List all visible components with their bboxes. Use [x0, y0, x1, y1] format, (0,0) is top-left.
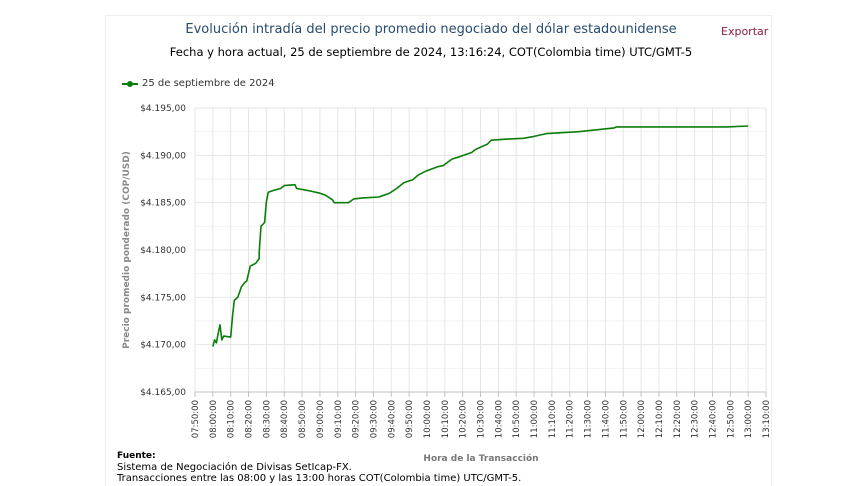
x-tick-label: 08:50:00 — [298, 400, 308, 438]
x-tick-label: 11:20:00 — [566, 400, 576, 438]
x-tick-label: 09:40:00 — [387, 400, 397, 438]
x-tick-label: 08:10:00 — [227, 400, 237, 438]
x-tick-label: 11:00:00 — [530, 400, 540, 438]
legend-item[interactable]: 25 de septiembre de 2024 — [122, 78, 275, 89]
x-tick-label: 08:00:00 — [209, 400, 219, 438]
x-tick-label: 10:10:00 — [441, 400, 451, 438]
x-tick-label: 11:50:00 — [619, 400, 629, 438]
x-tick-label: 13:00:00 — [744, 400, 754, 438]
x-tick-label: 08:20:00 — [245, 400, 255, 438]
y-tick-label: $4.185,00 — [140, 199, 186, 209]
x-tick-label: 07:50:00 — [191, 400, 201, 438]
source-line-2: Transacciones entre las 08:00 y las 13:0… — [117, 473, 522, 484]
x-tick-label: 10:00:00 — [423, 400, 433, 438]
x-tick-label: 09:20:00 — [352, 400, 362, 438]
x-tick-label: 08:30:00 — [262, 400, 272, 438]
x-tick-label: 10:20:00 — [459, 400, 469, 438]
x-tick-label: 08:40:00 — [280, 400, 290, 438]
series-line — [212, 125, 749, 347]
y-axis-title: Precio promedio ponderado (COP/USD) — [122, 151, 132, 349]
y-tick-label: $4.180,00 — [140, 246, 186, 256]
source-note: Fuente: Sistema de Negociación de Divisa… — [117, 450, 521, 484]
source-label: Fuente: — [117, 451, 156, 461]
chart-title: Evolución intradía del precio promedio n… — [185, 22, 677, 37]
y-tick-label: $4.165,00 — [140, 388, 186, 398]
x-tick-label: 12:00:00 — [637, 400, 647, 438]
x-tick-label: 09:10:00 — [334, 400, 344, 438]
x-tick-label: 10:40:00 — [494, 400, 504, 438]
y-tick-label: $4.190,00 — [140, 151, 186, 161]
x-tick-label: 13:10:00 — [762, 400, 772, 438]
x-tick-label: 11:10:00 — [548, 400, 558, 438]
chart-container — [105, 15, 772, 486]
x-tick-label: 11:30:00 — [584, 400, 594, 438]
x-axis-title: Hora de la Transacción — [423, 453, 538, 464]
y-tick-label: $4.175,00 — [140, 293, 186, 303]
y-tick-label: $4.195,00 — [140, 104, 186, 114]
x-tick-label: 12:10:00 — [655, 400, 665, 438]
x-tick-label: 12:50:00 — [726, 400, 736, 438]
chart-subtitle: Fecha y hora actual, 25 de septiembre de… — [169, 45, 693, 59]
export-button[interactable]: Exportar — [721, 25, 769, 38]
x-tick-label: 09:30:00 — [369, 400, 379, 438]
x-tick-label: 09:50:00 — [405, 400, 415, 438]
legend-label: 25 de septiembre de 2024 — [142, 78, 275, 89]
x-tick-label: 12:20:00 — [673, 400, 683, 438]
source-line-1: Sistema de Negociación de Divisas SetIca… — [117, 462, 352, 473]
y-tick-label: $4.170,00 — [140, 341, 186, 351]
x-tick-label: 12:40:00 — [708, 400, 718, 438]
x-tick-label: 10:30:00 — [477, 400, 487, 438]
legend-line-marker-icon — [122, 80, 138, 87]
x-tick-label: 09:00:00 — [316, 400, 326, 438]
x-tick-label: 12:30:00 — [691, 400, 701, 438]
x-tick-label: 11:40:00 — [601, 400, 611, 438]
x-tick-label: 10:50:00 — [512, 400, 522, 438]
